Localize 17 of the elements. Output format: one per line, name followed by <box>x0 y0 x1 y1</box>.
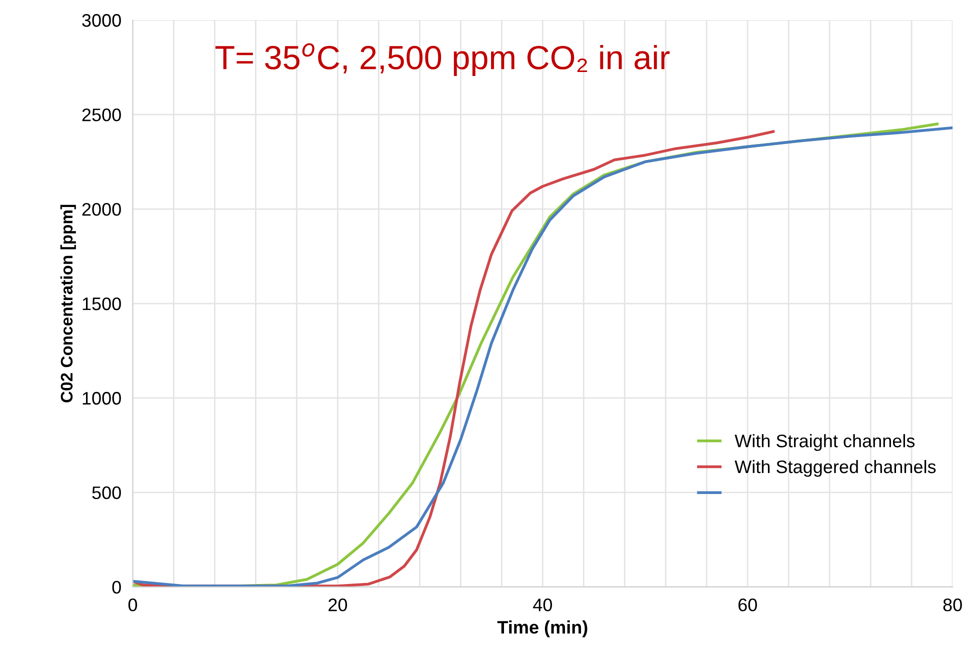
y-tick-label: 1500 <box>82 297 121 310</box>
x-tick-label: 80 <box>943 598 962 612</box>
y-tick-label: 2000 <box>82 202 121 216</box>
x-tick-label: 40 <box>533 598 552 612</box>
x-tick-label: 20 <box>328 598 348 612</box>
y-tick-label: 3000 <box>82 14 121 27</box>
legend-label: With Staggered channels <box>734 460 936 477</box>
y-tick-label: 2500 <box>82 108 121 122</box>
y-axis-title: C02 Concentration [ppm] <box>60 204 76 402</box>
y-tick-label: 1000 <box>82 392 121 405</box>
y-tick-label: 0 <box>112 580 121 594</box>
y-tick-label: 500 <box>92 486 121 500</box>
text: T= 35$^{o}$C, 2,500 ppm CO₂ in air <box>215 43 670 76</box>
x-tick-label: 60 <box>738 598 757 612</box>
x-tick-label: 0 <box>128 598 138 612</box>
x-axis-title: Time (min) <box>497 620 588 638</box>
legend-label: With Straight channels <box>734 434 915 451</box>
